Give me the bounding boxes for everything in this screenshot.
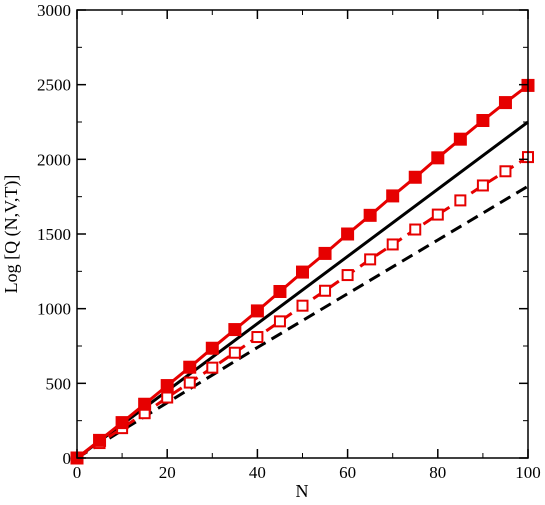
data-point-open-square: [364, 253, 377, 266]
x-tick-label: 40: [249, 463, 266, 482]
data-point-open-square: [341, 269, 354, 282]
data-point-open-square: [409, 223, 422, 236]
data-point-open-square: [206, 361, 219, 374]
data-point-filled-square: [386, 189, 400, 203]
y-tick-label: 1000: [37, 300, 71, 319]
data-point-filled-square: [115, 416, 129, 430]
x-tick-label: 60: [339, 463, 356, 482]
x-tick-label: 100: [515, 463, 541, 482]
data-point-open-square: [386, 238, 399, 251]
y-tick-label: 500: [46, 374, 72, 393]
y-axis-title: Log [Q (N,V,T)]: [1, 175, 22, 294]
data-point-open-square: [161, 391, 174, 404]
data-point-filled-square: [205, 341, 219, 355]
series-line-black-solid-line: [76, 120, 529, 460]
data-point-filled-square: [228, 323, 242, 337]
x-tick-label: 80: [429, 463, 446, 482]
y-tick-label: 2000: [37, 150, 71, 169]
data-point-filled-square: [498, 96, 512, 110]
data-point-open-square: [228, 346, 241, 359]
data-point-filled-square: [341, 227, 355, 241]
data-point-open-square: [454, 194, 467, 207]
data-point-filled-square: [408, 170, 422, 184]
data-point-open-square: [319, 284, 332, 297]
data-point-filled-square: [363, 208, 377, 222]
data-point-filled-square: [273, 284, 287, 298]
data-point-filled-square: [453, 132, 467, 146]
data-point-filled-square: [431, 151, 445, 165]
data-point-filled-square: [93, 433, 107, 447]
data-point-filled-square: [250, 304, 264, 318]
y-tick-label: 0: [63, 449, 72, 468]
y-tick-label: 1500: [37, 225, 71, 244]
y-tick-label: 3000: [37, 1, 71, 20]
data-point-open-square: [499, 165, 512, 178]
plot-frame: [76, 9, 529, 459]
plot-marks: [70, 78, 535, 465]
data-point-open-square: [431, 208, 444, 221]
x-tick-label: 20: [159, 463, 176, 482]
data-point-filled-square: [296, 265, 309, 279]
data-point-filled-square: [160, 379, 174, 393]
data-point-open-square: [183, 376, 196, 389]
y-tick-label: 2500: [37, 76, 71, 95]
data-point-open-square: [251, 331, 264, 344]
series-line-black-dashed-line: [76, 184, 529, 460]
data-point-open-square: [273, 315, 286, 328]
data-point-open-square: [296, 299, 309, 312]
data-point-filled-square: [138, 397, 152, 411]
data-point-filled-square: [318, 246, 332, 260]
x-tick-label: 0: [73, 463, 82, 482]
data-point-filled-square: [476, 114, 490, 128]
data-point-open-square: [476, 179, 489, 192]
x-axis-title: N: [296, 481, 309, 501]
data-point-filled-square: [183, 360, 197, 374]
